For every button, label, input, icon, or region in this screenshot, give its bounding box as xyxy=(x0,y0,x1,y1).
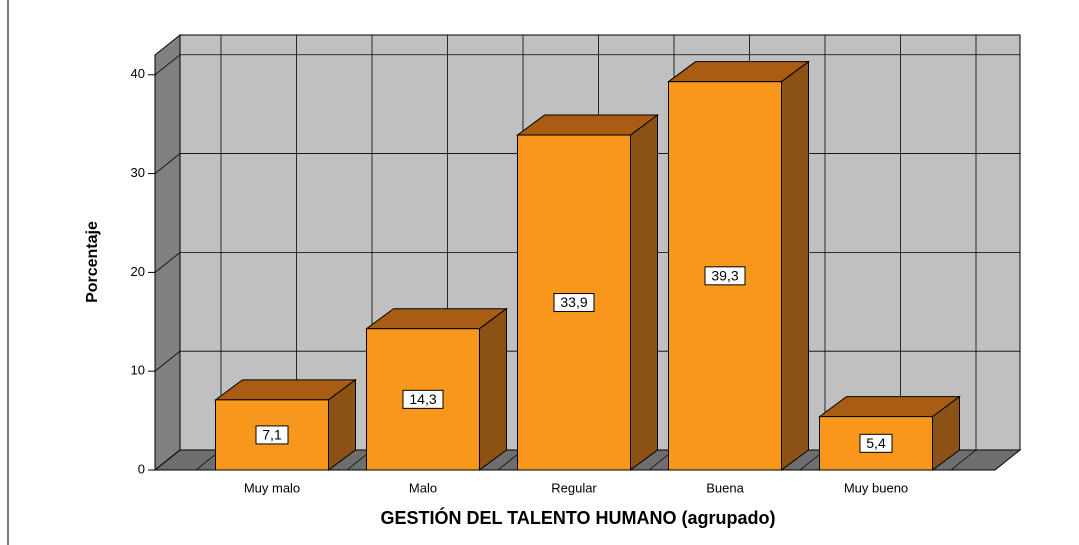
y-axis-title: Porcentaje xyxy=(84,221,101,303)
y-tick-label: 0 xyxy=(138,461,145,476)
value-label: 39,3 xyxy=(711,268,738,284)
value-label: 33,9 xyxy=(560,294,587,310)
x-tick-label: Malo xyxy=(409,480,437,495)
grid-line xyxy=(154,153,181,174)
y-tick-label: 40 xyxy=(131,66,145,81)
grid-line xyxy=(154,54,181,76)
value-label: 5,4 xyxy=(866,435,886,451)
bar-side xyxy=(630,114,658,471)
grid-line xyxy=(154,252,181,273)
y-tick-label: 20 xyxy=(131,264,145,279)
x-tick-label: Muy bueno xyxy=(844,480,908,495)
x-tick-label: Buena xyxy=(706,480,744,495)
value-label: 7,1 xyxy=(262,427,282,443)
grid-line xyxy=(154,449,181,471)
x-tick-label: Muy malo xyxy=(244,480,300,495)
grid-line xyxy=(154,350,181,372)
x-tick-label: Regular xyxy=(551,480,597,495)
bar-side xyxy=(781,60,809,471)
x-axis-title: GESTIÓN DEL TALENTO HUMANO (agrupado) xyxy=(381,507,776,528)
value-label-box xyxy=(402,389,444,409)
y-tick-label: 10 xyxy=(131,363,145,378)
value-label: 14,3 xyxy=(409,391,436,407)
value-label-box xyxy=(704,266,746,286)
value-label-box xyxy=(859,433,893,453)
y-tick-label: 30 xyxy=(131,165,145,180)
value-label-box xyxy=(553,293,595,313)
value-label-box xyxy=(255,425,289,445)
left-wall xyxy=(154,33,181,472)
floor-line xyxy=(950,449,977,471)
bar-side xyxy=(479,307,507,471)
